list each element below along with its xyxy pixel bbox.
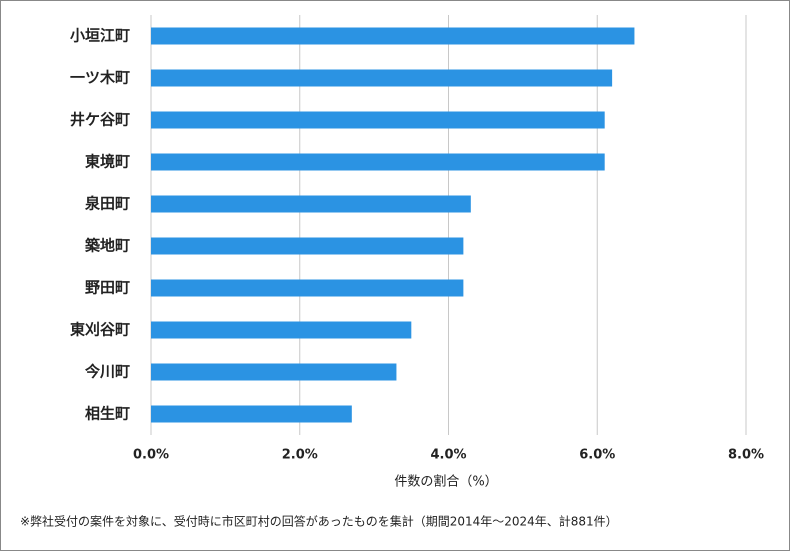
- bar: [151, 153, 605, 171]
- y-tick-label: 東刈谷町: [70, 321, 130, 339]
- y-tick-label: 小垣江町: [70, 27, 130, 45]
- y-tick-label: 相生町: [85, 405, 130, 423]
- bar: [151, 237, 464, 255]
- bar: [151, 27, 635, 45]
- bar: [151, 111, 605, 129]
- y-tick-label: 井ケ谷町: [70, 111, 130, 129]
- x-tick-label: 0.0%: [133, 448, 169, 463]
- x-tick-label: 8.0%: [728, 448, 764, 463]
- y-tick-label: 泉田町: [84, 195, 130, 213]
- x-tick-label: 6.0%: [579, 448, 615, 463]
- y-tick-label: 野田町: [85, 279, 130, 297]
- bar: [151, 363, 397, 381]
- bar: [151, 279, 464, 297]
- y-tick-label: 一ツ木町: [70, 69, 130, 87]
- bar: [151, 321, 412, 339]
- bar: [151, 195, 471, 213]
- y-tick-label: 築地町: [84, 237, 130, 255]
- footnote: ※弊社受付の案件を対象に、受付時に市区町村の回答があったものを集計（期間2014…: [20, 514, 618, 529]
- y-tick-label: 東境町: [85, 153, 130, 171]
- x-tick-label: 2.0%: [282, 448, 318, 463]
- x-tick-label: 4.0%: [430, 448, 466, 463]
- bar: [151, 69, 613, 87]
- bar: [151, 405, 352, 423]
- y-tick-label: 今川町: [84, 363, 130, 381]
- x-axis-title: 件数の割合（%）: [394, 474, 497, 490]
